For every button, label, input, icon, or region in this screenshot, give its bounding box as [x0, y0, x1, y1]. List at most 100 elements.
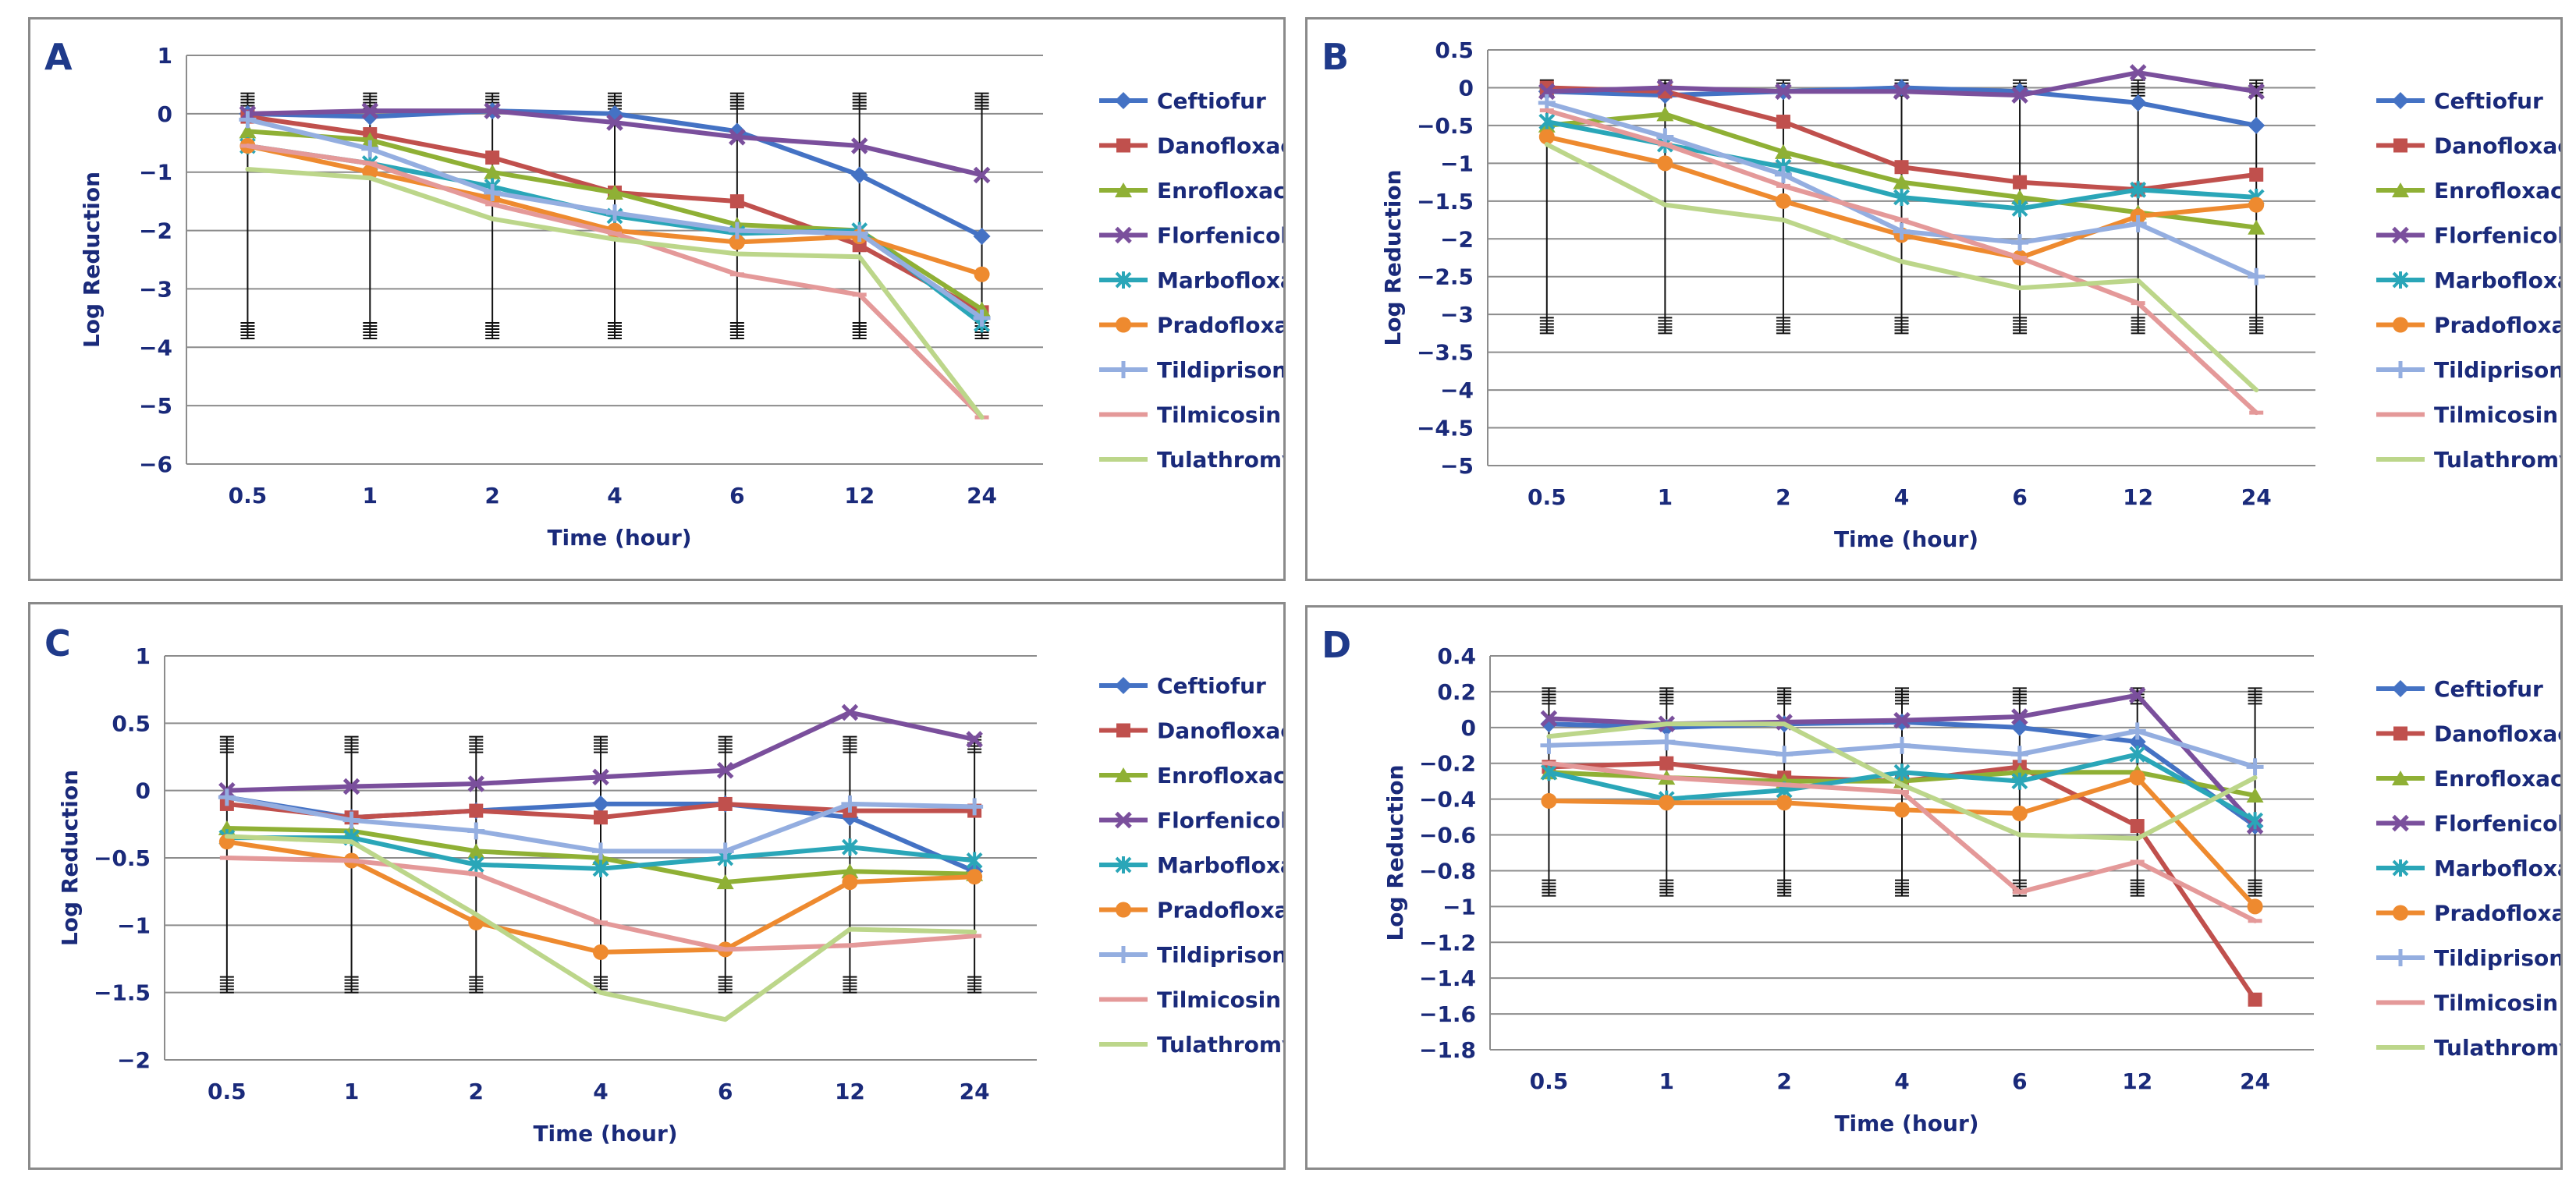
data-point-marbofloxacin — [2011, 772, 2028, 790]
data-point-tildiprison — [361, 140, 379, 158]
legend-label: Pradofloxacin — [2434, 313, 2560, 338]
series-tildiprison — [1540, 722, 2264, 776]
y-tick-label: −2 — [117, 1047, 151, 1073]
y-axis-title: Log Reduction — [1382, 764, 1408, 941]
data-point-tildiprison — [239, 111, 257, 129]
x-tick-label: 4 — [1894, 484, 1909, 510]
series-tildiprison — [218, 788, 984, 860]
legend-label: Danofloxacin — [2434, 133, 2560, 159]
legend-label: Marbofloxacin — [1157, 852, 1283, 878]
legend-label: Pradofloxacin — [1157, 313, 1283, 338]
legend-label: Tulathromycin — [1157, 447, 1283, 473]
legend-label: Florfenicol — [1157, 808, 1283, 834]
legend-item-marbofloxacin: Marbofloxacin — [2376, 856, 2560, 881]
y-tick-label: −1.2 — [1419, 930, 1476, 955]
legend-item-enrofloxacin: Enrofloxacin — [2376, 178, 2560, 204]
legend-label: Ceftiofur — [2434, 88, 2543, 114]
data-point-pradofloxacin — [974, 266, 990, 282]
legend-marker — [2393, 317, 2408, 333]
data-point-florfenicol — [1893, 83, 1911, 101]
data-point-marbofloxacin — [1893, 764, 1911, 781]
chart-d-legend: Ceftiofur Danofloxacin Enrofloxacin Florfen… — [2376, 676, 2560, 1061]
data-point-enrofloxacin — [1893, 174, 1911, 190]
data-point-florfenicol — [2011, 708, 2028, 725]
legend-item-tilmicosin: Tilmicosin — [2376, 402, 2558, 428]
data-point-enrofloxacin — [606, 184, 623, 200]
legend-marker — [2392, 680, 2409, 697]
data-point-tildiprison — [966, 798, 984, 816]
legend-label: Florfenicol — [2434, 811, 2560, 837]
legend-label: Danofloxacin — [1157, 718, 1283, 744]
data-point-florfenicol — [467, 775, 485, 792]
data-point-marbofloxacin — [467, 856, 484, 873]
legend-item-danofloxacin: Danofloxacin — [1099, 133, 1283, 159]
x-axis-title: Time (hour) — [533, 1121, 677, 1146]
legend-label: Marbofloxacin — [2434, 268, 2560, 293]
y-tick-label: −1 — [1440, 151, 1474, 176]
x-tick-label: 1 — [1658, 484, 1673, 510]
data-point-florfenicol — [342, 778, 360, 795]
y-tick-label: −0.8 — [1419, 858, 1476, 884]
legend-item-danofloxacin: Danofloxacin — [2376, 721, 2560, 747]
chart-a-legend: Ceftiofur Danofloxacin Enrofloxacin Florfen… — [1099, 88, 1283, 473]
legend-marker — [1115, 946, 1132, 963]
legend-item-tilmicosin: Tilmicosin — [2376, 990, 2558, 1016]
legend-marker — [1115, 811, 1132, 829]
x-tick-label: 0.5 — [208, 1079, 247, 1104]
data-point-pradofloxacin — [2248, 197, 2265, 213]
legend-label: Enrofloxacin — [1157, 763, 1283, 788]
legend-label: Ceftiofur — [2434, 676, 2543, 702]
legend-item-tildiprison: Tildiprison — [1099, 357, 1283, 383]
data-point-danofloxacin — [729, 194, 744, 209]
data-point-ceftiofur — [606, 105, 623, 122]
data-point-danofloxacin — [1776, 115, 1790, 129]
series-line-tulathromycin — [1546, 721, 2258, 842]
data-point-tildiprison — [467, 822, 485, 840]
legend-item-florfenicol: Florfenicol — [1099, 808, 1283, 834]
legend-item-florfenicol: Florfenicol — [2376, 223, 2560, 249]
y-tick-label: −4 — [1440, 377, 1474, 403]
series-tilmicosin — [219, 856, 982, 952]
legend-marker — [2392, 182, 2409, 197]
data-point-danofloxacin — [1894, 160, 1909, 175]
legend-item-enrofloxacin: Enrofloxacin — [1099, 763, 1283, 788]
data-point-pradofloxacin — [1776, 795, 1793, 811]
x-tick-label: 24 — [967, 483, 997, 508]
legend-label: Enrofloxacin — [2434, 766, 2560, 792]
data-point-tildiprison — [342, 811, 360, 829]
data-point-florfenicol — [592, 768, 609, 786]
data-point-pradofloxacin — [1657, 155, 1673, 172]
y-tick-label: −4 — [139, 335, 172, 360]
y-tick-label: −5 — [1440, 453, 1474, 479]
legend-label: Enrofloxacin — [2434, 178, 2560, 204]
legend-label: Tilmicosin — [1157, 987, 1281, 1013]
legend-item-marbofloxacin: Marbofloxacin — [1099, 268, 1283, 293]
data-point-danofloxacin — [2013, 175, 2028, 190]
data-point-florfenicol — [850, 137, 868, 154]
x-axis-title: Time (hour) — [547, 525, 691, 551]
x-tick-label: 12 — [2122, 1068, 2152, 1094]
data-point-ceftiofur — [2248, 116, 2266, 134]
data-point-tildiprison — [1540, 736, 1558, 754]
legend-item-tulathromycin: Tulathromycin — [1099, 447, 1283, 473]
legend-item-ceftiofur: Ceftiofur — [2376, 88, 2543, 114]
data-point-enrofloxacin — [1656, 106, 1674, 122]
legend-item-pradofloxacin: Pradofloxacin — [2376, 313, 2560, 338]
data-point-enrofloxacin — [2248, 219, 2266, 235]
legend-label: Florfenicol — [2434, 223, 2560, 249]
data-point-tildiprison — [716, 842, 734, 860]
data-point-pradofloxacin — [1894, 802, 1910, 818]
data-point-florfenicol — [606, 114, 623, 131]
legend-marker — [2392, 859, 2409, 877]
data-point-tildiprison — [2129, 214, 2147, 232]
legend-label: Marbofloxacin — [2434, 856, 2560, 881]
data-point-marbofloxacin — [1893, 188, 1910, 206]
data-point-tildiprison — [1658, 733, 1676, 751]
legend-label: Ceftiofur — [1157, 673, 1266, 699]
data-point-ceftiofur — [850, 166, 868, 184]
panel-label-c: C — [44, 622, 71, 664]
x-tick-label: 24 — [2241, 484, 2272, 510]
legend-label: Tildiprison — [1157, 357, 1283, 383]
series-florfenicol — [1538, 64, 2265, 104]
